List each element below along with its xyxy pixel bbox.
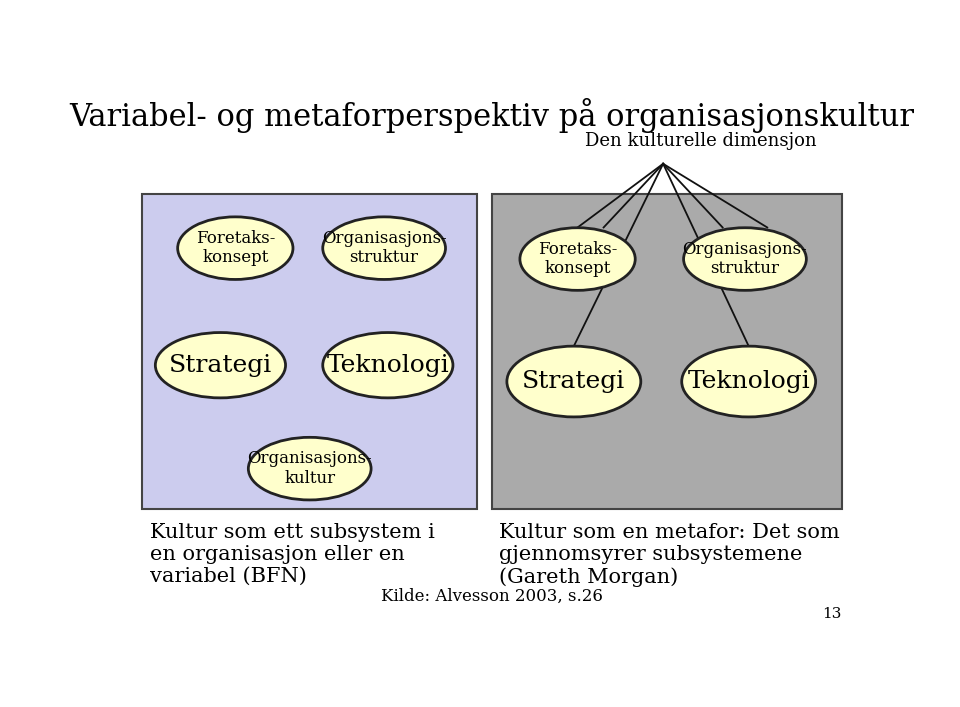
Ellipse shape bbox=[323, 217, 445, 279]
Ellipse shape bbox=[684, 228, 806, 291]
Text: Teknologi: Teknologi bbox=[326, 354, 449, 377]
Text: Organisasjons-
kultur: Organisasjons- kultur bbox=[248, 450, 372, 487]
FancyBboxPatch shape bbox=[142, 194, 477, 510]
FancyBboxPatch shape bbox=[492, 194, 842, 510]
Ellipse shape bbox=[323, 332, 453, 398]
Text: Strategi: Strategi bbox=[522, 370, 626, 393]
Text: Variabel- og metaforperspektiv på organisasjonskultur: Variabel- og metaforperspektiv på organi… bbox=[69, 98, 915, 134]
Ellipse shape bbox=[178, 217, 293, 279]
Ellipse shape bbox=[520, 228, 636, 291]
Text: Foretaks-
konsept: Foretaks- konsept bbox=[538, 241, 617, 277]
Text: Strategi: Strategi bbox=[169, 354, 272, 377]
Text: 13: 13 bbox=[823, 607, 842, 621]
Ellipse shape bbox=[249, 438, 372, 500]
Ellipse shape bbox=[682, 346, 816, 417]
Text: Organisasjons-
struktur: Organisasjons- struktur bbox=[683, 241, 807, 277]
Text: Kultur som en metafor: Det som
gjennomsyrer subsystemene
(Gareth Morgan): Kultur som en metafor: Det som gjennomsy… bbox=[499, 523, 840, 587]
Text: Kultur som ett subsystem i
en organisasjon eller en
variabel (BFN): Kultur som ett subsystem i en organisasj… bbox=[150, 523, 435, 586]
Text: Den kulturelle dimensjon: Den kulturelle dimensjon bbox=[585, 132, 816, 150]
Ellipse shape bbox=[156, 332, 285, 398]
Text: Kilde: Alvesson 2003, s.26: Kilde: Alvesson 2003, s.26 bbox=[381, 588, 603, 604]
Ellipse shape bbox=[507, 346, 641, 417]
Text: Foretaks-
konsept: Foretaks- konsept bbox=[196, 230, 275, 267]
Text: Teknologi: Teknologi bbox=[687, 370, 810, 393]
Text: Organisasjons-
struktur: Organisasjons- struktur bbox=[322, 230, 446, 267]
